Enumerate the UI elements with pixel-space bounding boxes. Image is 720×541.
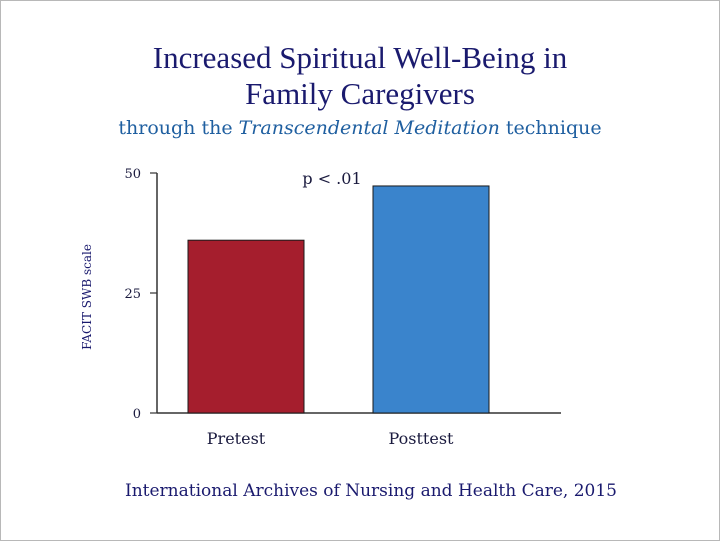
subtitle: through the Transcendental Meditation te… <box>1 117 719 139</box>
citation: International Archives of Nursing and He… <box>125 481 617 501</box>
x-tick-label: Posttest <box>389 429 455 448</box>
y-axis-label: FACIT SWB scale <box>80 244 94 350</box>
bar-pretest <box>187 239 305 414</box>
subtitle-italic: Transcendental Meditation <box>238 117 500 139</box>
title-line-1: Increased Spiritual Well-Being in <box>152 40 568 75</box>
y-tick-label: 25 <box>124 287 141 302</box>
title-line-2: Family Caregivers <box>245 76 475 111</box>
p-value-annotation: p < .01 <box>302 169 361 188</box>
x-tick-label: Pretest <box>207 429 266 448</box>
subtitle-post: technique <box>499 117 602 139</box>
bar-posttest <box>372 185 490 414</box>
y-tick-label: 0 <box>133 407 141 422</box>
y-tick-label: 50 <box>124 167 141 182</box>
subtitle-pre: through the <box>118 117 239 139</box>
